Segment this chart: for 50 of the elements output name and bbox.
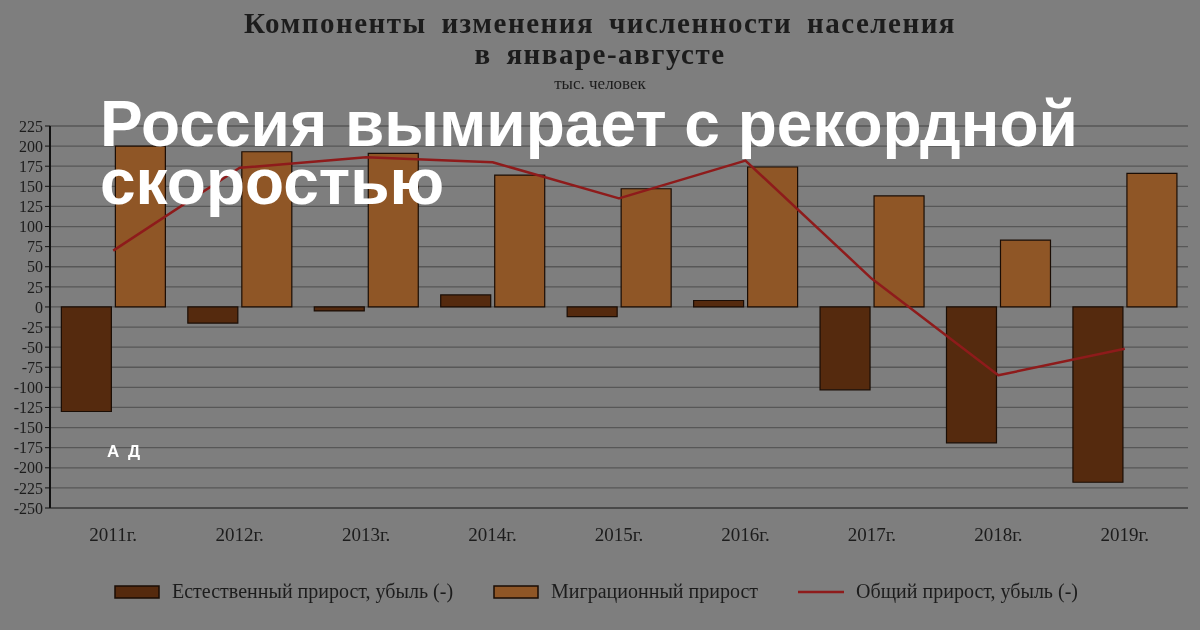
- y-tick-label: -50: [21, 338, 43, 356]
- legend-label: Общий прирост, убыль (-): [856, 580, 1078, 603]
- y-tick-label: -100: [13, 379, 43, 397]
- y-tick-label: 200: [19, 137, 43, 155]
- y-tick-label: 75: [27, 238, 43, 256]
- y-tick-label: 125: [19, 198, 43, 216]
- bar: [1072, 306, 1124, 483]
- bar: [1126, 172, 1178, 308]
- bar: [999, 239, 1052, 308]
- y-tick-label: 150: [19, 178, 43, 195]
- y-tick-label: -75: [21, 358, 43, 376]
- y-tick-label: -225: [13, 479, 43, 497]
- bar: [620, 188, 672, 308]
- y-tick-label: 50: [27, 258, 43, 276]
- chart-subtitle: тыс. человек: [553, 74, 647, 93]
- x-tick-label: 2018г.: [974, 524, 1023, 546]
- x-tick-label: 2017г.: [847, 524, 897, 546]
- x-tick-label: 2016г.: [721, 524, 770, 546]
- bar: [873, 195, 925, 308]
- y-tick-label: -250: [13, 499, 43, 517]
- bar: [440, 294, 492, 308]
- x-tick-label: 2013г.: [341, 524, 391, 546]
- bar: [566, 306, 618, 318]
- legend-label: Естественный прирост, убыль (-): [172, 580, 454, 603]
- bar: [60, 306, 112, 413]
- y-tick-label: 175: [19, 157, 43, 175]
- x-tick-label: 2011г.: [89, 524, 138, 546]
- y-tick-label: -125: [13, 399, 43, 417]
- y-tick-label: 225: [19, 117, 43, 135]
- bar: [187, 306, 239, 324]
- chart-title: Компоненты изменения численности населения в январе-августе: [242, 7, 958, 70]
- bar: [819, 306, 871, 391]
- y-tick-label: 0: [35, 298, 43, 316]
- y-tick-label: -150: [13, 419, 43, 437]
- x-tick-label: 2015г.: [594, 524, 644, 546]
- y-tick-label: 25: [27, 278, 43, 296]
- bar: [945, 306, 998, 444]
- x-tick-label: 2012г.: [215, 524, 264, 546]
- bar: [313, 306, 365, 312]
- legend-label: Миграционный прирост: [551, 580, 759, 603]
- bar: [494, 174, 546, 308]
- bar: [693, 299, 745, 308]
- x-tick-label: 2019г.: [1100, 524, 1149, 546]
- annotation: А Д: [107, 442, 143, 462]
- y-tick-label: 100: [19, 218, 43, 236]
- y-tick-label: -200: [13, 459, 43, 477]
- bar: [747, 166, 799, 308]
- y-tick-label: -25: [21, 318, 43, 336]
- x-tick-label: 2014г.: [468, 524, 517, 546]
- y-tick-label: -175: [13, 439, 43, 457]
